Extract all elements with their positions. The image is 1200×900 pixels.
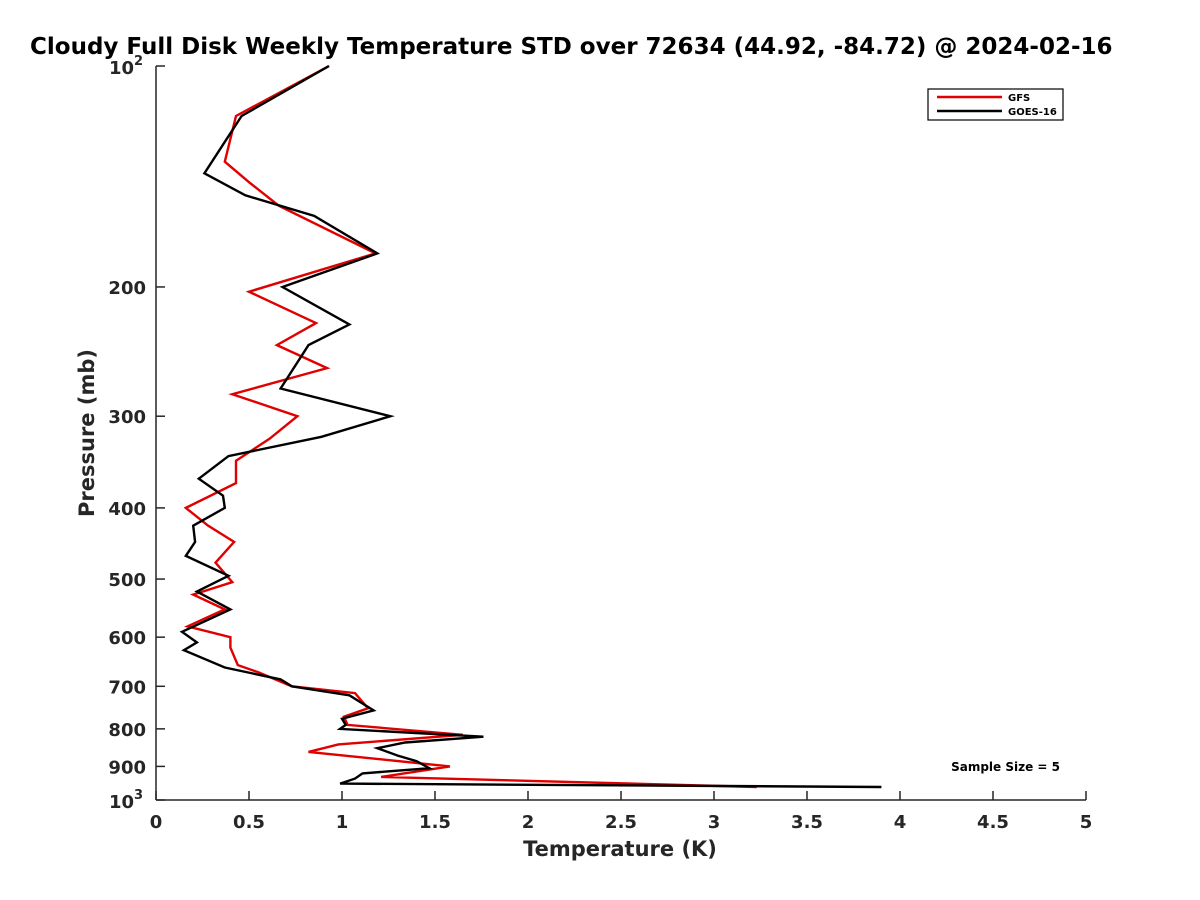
x-tick-label: 3.5: [791, 812, 823, 833]
y-tick-label: 600: [108, 628, 146, 649]
y-tick-label: 900: [108, 757, 146, 778]
sample-size-annotation: Sample Size = 5: [951, 760, 1060, 774]
legend-label: GFS: [1008, 93, 1030, 104]
y-tick-exponent: 2: [134, 54, 143, 69]
y-tick-label: 800: [108, 720, 146, 741]
series-line-gfs: [183, 64, 757, 789]
x-tick-label: 1.5: [419, 812, 451, 833]
y-axis-label: Pressure (mb): [75, 349, 99, 517]
y-tick-label: 700: [108, 677, 146, 698]
x-tick-label: 2: [522, 812, 535, 833]
y-tick-base: 10: [109, 792, 134, 813]
series-layer: [179, 64, 882, 789]
y-tick-label: 10 2: [109, 54, 143, 79]
y-tick-label: 400: [108, 499, 146, 520]
legend: GFS GOES-16: [927, 88, 1064, 121]
y-tick-label: 500: [108, 570, 146, 591]
x-tick-label: 5: [1080, 812, 1093, 833]
x-axis-label: Temperature (K): [523, 837, 717, 861]
x-tick-label: 3: [708, 812, 721, 833]
axes: 0 0.5 1 1.5 2 2.5 3 3.5 4 4.5 510 22003004005006007…: [108, 54, 1092, 833]
x-tick-label: 4.5: [977, 812, 1009, 833]
y-tick-label: 200: [108, 278, 146, 299]
x-tick-label: 2.5: [605, 812, 637, 833]
y-tick-base: 10: [109, 58, 134, 79]
y-tick-exponent: 3: [134, 788, 143, 803]
legend-label: GOES-16: [1008, 107, 1057, 118]
chart-title: Cloudy Full Disk Weekly Temperature STD …: [30, 34, 1113, 60]
x-tick-label: 0: [150, 812, 163, 833]
legend-box: [927, 88, 1064, 121]
y-tick-label: 10 3: [109, 788, 143, 813]
x-tick-label: 0.5: [233, 812, 265, 833]
x-tick-label: 1: [336, 812, 349, 833]
x-tick-label: 4: [894, 812, 907, 833]
y-tick-label: 300: [108, 407, 146, 428]
series-line-goes-16: [179, 64, 882, 789]
